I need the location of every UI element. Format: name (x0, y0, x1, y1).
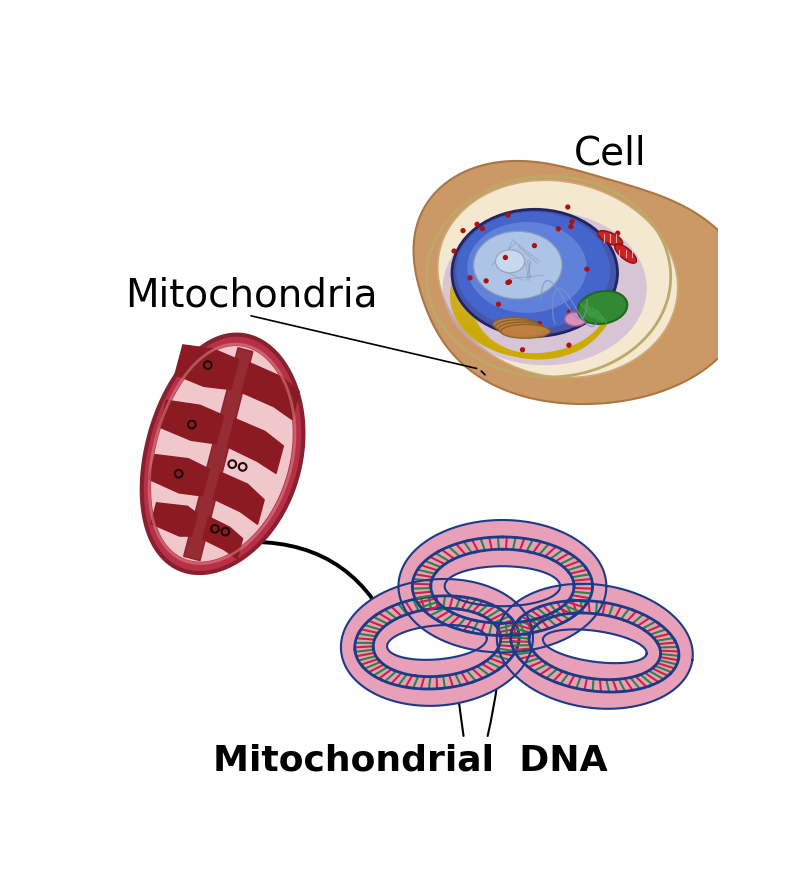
Circle shape (569, 224, 573, 229)
Polygon shape (149, 454, 210, 496)
Circle shape (570, 220, 574, 224)
Ellipse shape (474, 232, 562, 299)
Ellipse shape (495, 249, 525, 273)
Circle shape (506, 281, 510, 284)
Polygon shape (438, 181, 678, 377)
Circle shape (461, 229, 465, 232)
Circle shape (567, 343, 571, 347)
Polygon shape (142, 334, 303, 573)
Circle shape (503, 256, 507, 259)
Ellipse shape (501, 325, 550, 338)
Ellipse shape (495, 320, 540, 333)
Ellipse shape (498, 322, 545, 336)
Ellipse shape (456, 212, 610, 329)
Circle shape (506, 213, 510, 217)
Circle shape (475, 223, 479, 226)
Circle shape (507, 280, 511, 283)
Circle shape (538, 322, 542, 325)
Ellipse shape (565, 312, 586, 326)
Circle shape (533, 244, 536, 248)
Circle shape (585, 267, 589, 271)
Circle shape (497, 302, 500, 306)
Polygon shape (175, 345, 238, 390)
Polygon shape (151, 346, 293, 561)
Polygon shape (214, 472, 264, 524)
Polygon shape (341, 579, 533, 706)
Polygon shape (242, 363, 299, 419)
Polygon shape (398, 520, 606, 653)
Ellipse shape (452, 209, 618, 336)
Circle shape (468, 276, 472, 280)
Polygon shape (497, 584, 693, 709)
Circle shape (566, 205, 570, 209)
Circle shape (556, 227, 560, 231)
Polygon shape (227, 418, 283, 474)
Polygon shape (202, 517, 242, 559)
Ellipse shape (578, 291, 627, 324)
Circle shape (481, 227, 484, 231)
Text: Mitochondrial  DNA: Mitochondrial DNA (213, 743, 607, 777)
Ellipse shape (493, 317, 535, 332)
Text: Cell: Cell (574, 134, 646, 173)
Circle shape (521, 348, 525, 351)
Polygon shape (414, 161, 748, 404)
Circle shape (452, 249, 456, 253)
Circle shape (568, 309, 571, 314)
Ellipse shape (614, 244, 637, 263)
Ellipse shape (467, 222, 586, 313)
Text: Mitochondria: Mitochondria (125, 276, 378, 315)
Circle shape (484, 279, 488, 283)
Ellipse shape (442, 211, 646, 366)
Ellipse shape (598, 231, 622, 246)
Polygon shape (184, 348, 253, 561)
Circle shape (616, 232, 620, 235)
Circle shape (595, 292, 598, 296)
Polygon shape (159, 401, 224, 443)
Polygon shape (151, 502, 198, 536)
